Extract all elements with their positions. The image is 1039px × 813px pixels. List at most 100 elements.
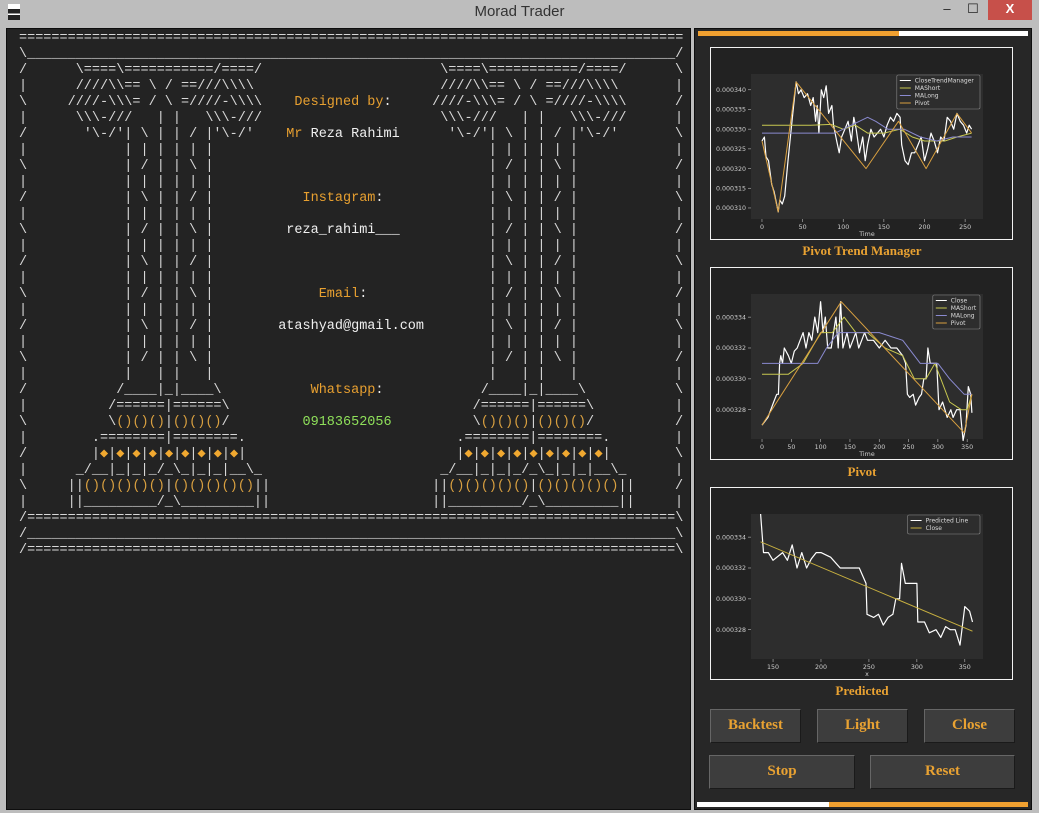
window-title: Morad Trader: [474, 3, 565, 20]
window-close-button[interactable]: X: [988, 0, 1032, 20]
email-address: atashyad@gmail.com: [278, 319, 425, 334]
instagram-label-text: Instagram: [302, 191, 376, 206]
y-tick-label: 0.000328: [716, 407, 746, 414]
x-tick-label: 50: [799, 224, 807, 231]
bottom-progress-bar: [697, 802, 1028, 807]
x-tick-label: 200: [918, 224, 930, 231]
y-tick-label: 0.000335: [716, 107, 746, 114]
legend-label: Pivot: [915, 100, 930, 107]
reset-button[interactable]: Reset: [870, 755, 1015, 789]
colon: :: [375, 383, 384, 398]
series-line-pivot: [761, 301, 973, 434]
chart-caption-pivot-trend-manager: Pivot Trend Manager: [802, 243, 922, 258]
art-bottom-border-3: /=======================================…: [19, 543, 684, 558]
y-tick-label: 0.000310: [716, 205, 746, 212]
x-axis-label: x: [865, 671, 869, 678]
x-axis-label: Time: [858, 451, 875, 458]
y-tick-label: 0.000315: [716, 185, 746, 192]
x-tick-label: 350: [959, 664, 971, 671]
chart-caption-pivot: Pivot: [847, 464, 877, 479]
x-tick-label: 0: [760, 224, 764, 231]
series-line-pivot: [761, 81, 973, 213]
x-tick-label: 50: [787, 444, 795, 451]
instagram-label: Instagram:: [303, 191, 384, 207]
pivot-chart: 0.000328 0.000330 0.000332 0.000334 0 50 100 15…: [710, 267, 1013, 460]
legend-label: Close: [951, 298, 968, 305]
chart-svg: 0.000310 0.000315 0.000320 0.000325 0.000330…: [716, 74, 983, 238]
bottom-progress-fill: [829, 802, 1028, 807]
x-axis-label: Time: [858, 231, 875, 238]
chart-svg: 0.000328 0.000330 0.000332 0.000334 150 200 25…: [716, 513, 983, 678]
email-label: Email:: [319, 287, 368, 303]
x-tick-label: 200: [873, 444, 885, 451]
backtest-button[interactable]: Backtest: [710, 709, 801, 743]
x-tick-label: 200: [815, 664, 827, 671]
light-button[interactable]: Light: [817, 709, 908, 743]
legend-box: [896, 74, 981, 110]
y-tick-label: 0.000330: [716, 596, 746, 603]
y-tick-label: 0.000340: [716, 87, 746, 94]
whatsapp-label: Whatsapp:: [311, 383, 384, 399]
x-tick-label: 0: [760, 444, 764, 451]
legend-box: [907, 514, 981, 535]
art-bottom-border-2: /_______________________________________…: [19, 527, 684, 542]
art-top-rule: \_______________________________________…: [19, 47, 684, 62]
series-line-close: [760, 541, 973, 632]
minimize-button[interactable]: –: [943, 1, 951, 16]
y-tick-label: 0.000334: [716, 534, 746, 541]
legend-label: MAShort: [951, 305, 977, 312]
right-pillar-art: \====\===========/====/ ////\\== \ / ==/…: [432, 63, 635, 510]
art-left-border: / | \ | / | \ | / | \ | / | \ | / | \ | …: [19, 63, 28, 510]
legend-label: Close: [926, 525, 943, 532]
y-tick-label: 0.000325: [716, 146, 746, 153]
y-tick-label: 0.000330: [716, 126, 746, 133]
instagram-handle: reza_rahimi___: [286, 223, 400, 238]
x-tick-label: 150: [844, 444, 856, 451]
chart-svg: 0.000328 0.000330 0.000332 0.000334 0 50 100 15…: [716, 294, 983, 458]
x-tick-label: 300: [932, 444, 944, 451]
y-tick-label: 0.000332: [716, 565, 746, 572]
colon: :: [383, 95, 392, 110]
legend-label: CloseTrendManager: [915, 78, 975, 85]
whatsapp-number: 09183652056: [302, 415, 392, 430]
x-tick-label: 150: [878, 224, 890, 231]
designer-name: Mr Reza Rahimi: [286, 127, 399, 143]
y-tick-label: 0.000330: [716, 376, 746, 383]
x-tick-label: 300: [911, 664, 923, 671]
predicted-chart: 0.000328 0.000330 0.000332 0.000334 150 200 25…: [710, 487, 1013, 680]
x-tick-label: 250: [863, 664, 875, 671]
name-text: Reza Rahimi: [310, 127, 400, 142]
designed-by-label: Designed by:: [294, 95, 391, 111]
y-tick-label: 0.000334: [716, 314, 746, 321]
legend-label: MAShort: [915, 85, 941, 92]
legend-label: Predicted Line: [926, 518, 969, 525]
legend-label: MALong: [915, 93, 939, 100]
series-line-closetrendmanager: [761, 81, 973, 213]
legend-box: [932, 294, 981, 330]
y-tick-label: 0.000328: [716, 627, 746, 634]
stop-button[interactable]: Stop: [709, 755, 855, 789]
y-tick-label: 0.000320: [716, 166, 746, 173]
x-tick-label: 150: [767, 664, 779, 671]
series-line-malong: [762, 332, 972, 395]
chart-caption-predicted: Predicted: [835, 683, 889, 698]
title-bar: Morad Trader – ☐ X: [0, 0, 1039, 26]
maximize-button[interactable]: ☐: [967, 1, 979, 16]
email-label-text: Email: [318, 287, 360, 302]
whatsapp-label-text: Whatsapp: [310, 383, 376, 398]
art-top-border: ========================================…: [19, 31, 684, 46]
colon: :: [375, 191, 384, 206]
left-pillar-art: \====\===========/====/ ////\\== \ / ==/…: [67, 63, 271, 510]
art-right-border: \ | / | \ | / | \ | / | \ | / | \ | / | …: [675, 63, 684, 510]
series-line-predicted-line: [760, 513, 974, 646]
app-icon: [8, 4, 20, 20]
x-tick-label: 350: [961, 444, 973, 451]
close-button[interactable]: Close: [924, 709, 1015, 743]
designed-by-text: Designed by: [294, 95, 384, 110]
art-bottom-border-1: /=======================================…: [19, 511, 684, 526]
x-tick-label: 100: [837, 224, 849, 231]
pivot-trend-manager-chart: 0.000310 0.000315 0.000320 0.000325 0.000330…: [710, 47, 1013, 240]
x-tick-label: 250: [903, 444, 915, 451]
console-panel: ========================================…: [6, 28, 691, 810]
title-mr: Mr: [286, 127, 303, 142]
